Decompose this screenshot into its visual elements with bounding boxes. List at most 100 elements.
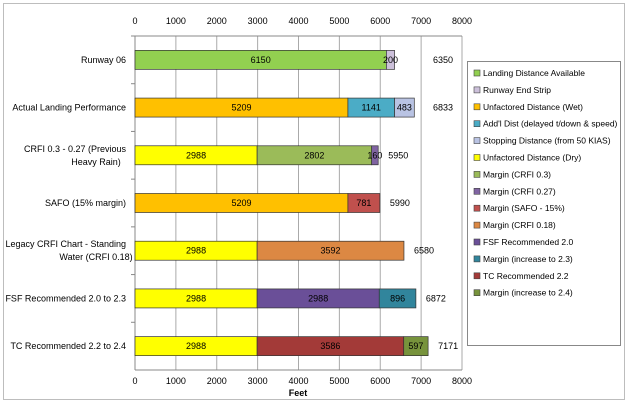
legend-item: Unfactored Distance (Dry) — [473, 153, 581, 163]
bar-total-label: 5950 — [388, 150, 408, 160]
bar-value-label: 3586 — [320, 341, 340, 351]
legend-label: Margin (CRFI 0.3) — [483, 169, 551, 179]
legend-label: FSF Recommended 2.0 — [483, 237, 574, 247]
legend-item: Add'l Dist (delayed t/down & speed) — [473, 119, 618, 129]
x-tick-label-bottom: 7000 — [411, 376, 431, 386]
legend-swatch — [473, 188, 481, 195]
legend-item: Margin (SAFO - 15%) — [473, 203, 565, 213]
category-label: Heavy Rain) — [71, 157, 121, 167]
bar-value-label: 597 — [408, 341, 423, 351]
category-label: Runway 06 — [81, 55, 126, 65]
x-tick-label-bottom: 1000 — [166, 376, 186, 386]
category-label: CRFI 0.3 - 0.27 (Previous — [24, 144, 127, 154]
legend-swatch — [473, 103, 481, 111]
legend-swatch — [473, 272, 481, 280]
x-tick-label-bottom: 0 — [132, 376, 137, 386]
category-label: SAFO (15% margin) — [45, 198, 126, 208]
bar-total-label: 6833 — [433, 103, 453, 113]
bar-total-label: 7171 — [438, 341, 458, 351]
legend-label: Margin (CRFI 0.18) — [483, 220, 556, 230]
bar-value-label: 2988 — [186, 150, 206, 160]
legend-label: Runway End Strip — [483, 85, 551, 95]
legend-swatch — [473, 86, 481, 94]
bar-value-label: 781 — [356, 198, 371, 208]
legend-label: Margin (SAFO - 15%) — [483, 203, 565, 213]
legend-item: Margin (increase to 2.4) — [473, 288, 573, 298]
x-tick-label-bottom: 2000 — [207, 376, 227, 386]
x-tick-label-top: 8000 — [452, 16, 472, 26]
bar-value-label: 6150 — [251, 55, 271, 65]
x-tick-label-top: 2000 — [207, 16, 227, 26]
x-tick-label-bottom: 5000 — [329, 376, 349, 386]
legend-label: Margin (CRFI 0.27) — [483, 186, 556, 196]
bar-total-label: 5990 — [390, 198, 410, 208]
legend-swatch — [473, 171, 481, 178]
legend-swatch — [473, 204, 481, 212]
x-tick-label-top: 4000 — [288, 16, 308, 26]
legend-swatch — [473, 238, 481, 246]
x-tick-label-top: 1000 — [166, 16, 186, 26]
legend-item: FSF Recommended 2.0 — [473, 237, 574, 247]
legend-item: Stopping Distance (from 50 KIAS) — [473, 136, 611, 146]
bar-value-label: 2988 — [308, 293, 328, 303]
category-label: TC Recommended 2.2 to 2.4 — [10, 341, 126, 351]
legend-item: Runway End Strip — [473, 85, 551, 95]
legend-label: Unfactored Distance (Dry) — [483, 153, 581, 163]
legend-box — [467, 61, 621, 346]
legend-label: Stopping Distance (from 50 KIAS) — [483, 136, 611, 146]
bar-segment — [394, 97, 415, 118]
category-label: Legacy CRFI Chart - Standing — [5, 239, 126, 249]
bar-value-label: 5209 — [231, 103, 251, 113]
legend-item: Margin (CRFI 0.3) — [473, 169, 551, 179]
bar-value-label: 483 — [397, 103, 412, 113]
bar-value-label: 2988 — [186, 293, 206, 303]
bar-value-label: 2802 — [304, 150, 324, 160]
bar-value-label: 896 — [390, 293, 405, 303]
bar-value-label: 2988 — [186, 341, 206, 351]
x-tick-label-top: 7000 — [411, 16, 431, 26]
legend-item: TC Recommended 2.2 — [473, 271, 569, 281]
bar-value-label: 1141 — [362, 103, 381, 113]
x-axis-title: Feet — [289, 388, 308, 398]
legend-label: Add'l Dist (delayed t/down & speed) — [483, 119, 618, 129]
x-tick-label-top: 0 — [132, 16, 137, 26]
legend-item: Unfactored Distance (Wet) — [473, 102, 583, 112]
bar-value-label: 5209 — [231, 198, 251, 208]
x-tick-label-bottom: 6000 — [370, 376, 390, 386]
legend-swatch — [473, 137, 481, 144]
legend-label: Margin (increase to 2.3) — [483, 254, 573, 264]
legend-item: Margin (increase to 2.3) — [473, 254, 573, 264]
bar-total-label: 6580 — [414, 246, 434, 256]
legend-item: Margin (CRFI 0.18) — [473, 220, 556, 230]
bar-segment — [371, 145, 379, 166]
bar-value-label: 160 — [367, 150, 382, 160]
legend-item: Margin (CRFI 0.27) — [473, 186, 556, 196]
legend-label: Landing Distance Available — [483, 68, 585, 78]
legend-swatch — [473, 221, 481, 229]
legend-swatch — [473, 154, 481, 161]
bar-segment — [378, 288, 417, 309]
bar-value-label: 2988 — [186, 246, 206, 256]
bar-total-label: 6350 — [433, 55, 453, 65]
x-tick-label-top: 6000 — [370, 16, 390, 26]
legend-swatch — [473, 69, 481, 77]
x-tick-label-top: 5000 — [329, 16, 349, 26]
legend-label: TC Recommended 2.2 — [483, 271, 569, 281]
legend-swatch — [473, 120, 481, 127]
legend-label: Unfactored Distance (Wet) — [483, 102, 583, 112]
x-tick-label-bottom: 3000 — [248, 376, 268, 386]
bar-value-label: 200 — [383, 55, 398, 65]
bar-segment — [347, 193, 381, 213]
legend-label: Margin (increase to 2.4) — [483, 288, 573, 298]
bar-value-label: 3592 — [321, 246, 341, 256]
x-tick-label-top: 3000 — [248, 16, 268, 26]
category-label: Actual Landing Performance — [12, 103, 126, 113]
bar-segment — [256, 240, 405, 261]
legend-item: Landing Distance Available — [473, 68, 585, 78]
bar-total-label: 6872 — [426, 293, 446, 303]
x-tick-label-bottom: 4000 — [288, 376, 308, 386]
category-label: FSF Recommended 2.0 to 2.3 — [5, 293, 126, 303]
bar-segment — [386, 50, 395, 70]
bar-segment — [403, 336, 429, 356]
